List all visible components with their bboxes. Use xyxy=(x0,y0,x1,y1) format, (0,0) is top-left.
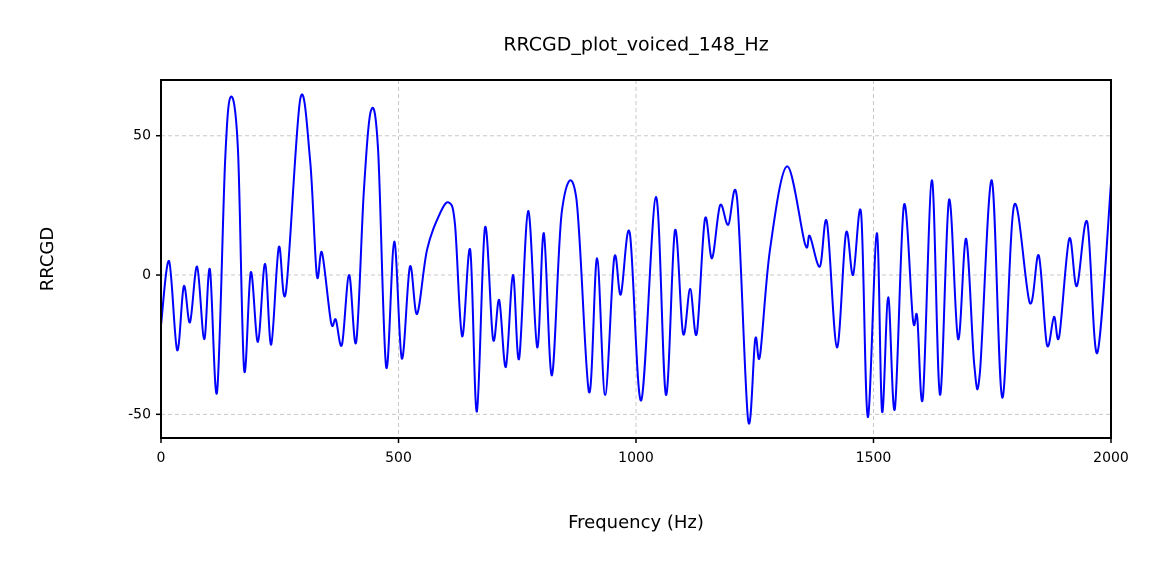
x-tick-label: 1000 xyxy=(618,450,654,466)
x-tick-label: 0 xyxy=(157,450,166,466)
chart-title: RRCGD_plot_voiced_148_Hz xyxy=(503,34,768,56)
data-line xyxy=(161,93,1111,425)
x-tick-label: 1500 xyxy=(856,450,892,466)
y-tick-label: -50 xyxy=(128,406,151,422)
y-axis-label: RRCGD xyxy=(37,227,58,292)
plot-frame xyxy=(160,79,1112,439)
y-tick-label: 0 xyxy=(142,267,151,283)
x-tick-label: 500 xyxy=(385,450,412,466)
y-tick-label: 50 xyxy=(133,128,151,144)
x-axis-label: Frequency (Hz) xyxy=(568,512,704,533)
x-tick-label: 2000 xyxy=(1093,450,1129,466)
